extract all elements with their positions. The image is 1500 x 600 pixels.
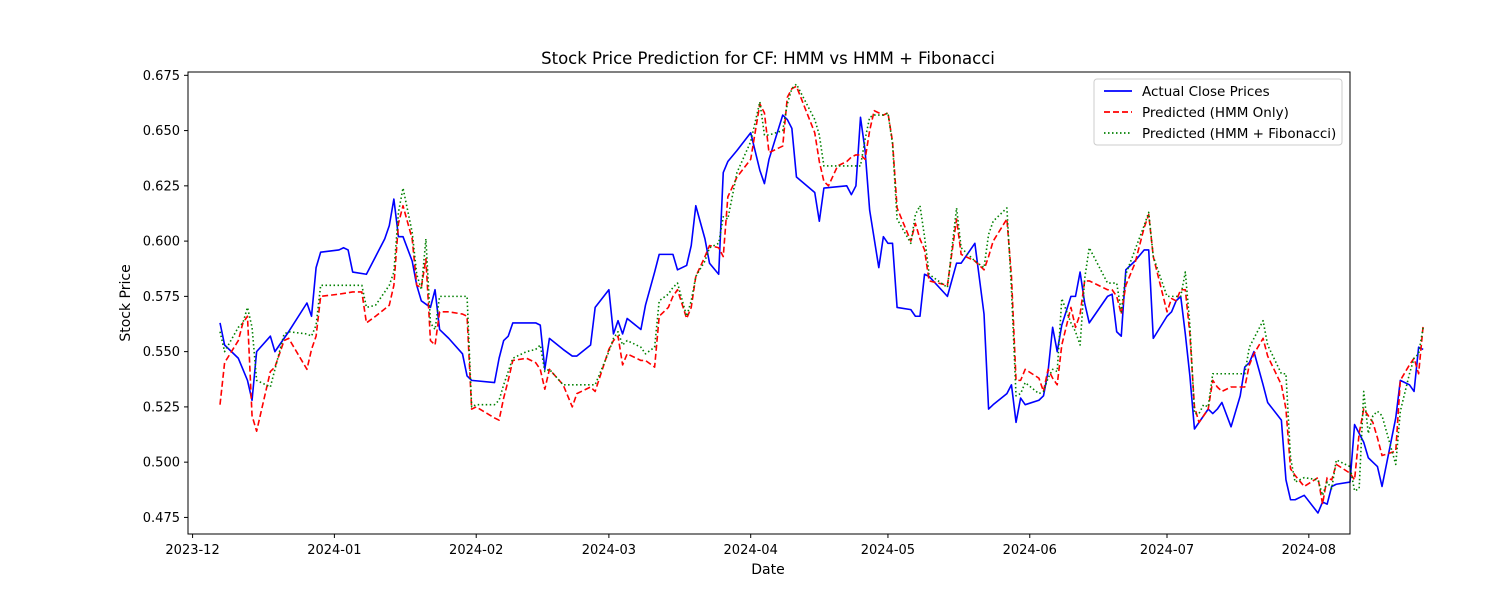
plot-area — [219, 83, 1424, 514]
x-tick-label: 2024-02 — [449, 543, 503, 558]
x-tick-label: 2024-05 — [861, 543, 915, 558]
y-axis-label: Stock Price — [118, 264, 134, 341]
y-tick-label: 0.575 — [143, 290, 180, 305]
y-tick-label: 0.525 — [143, 400, 180, 415]
legend: Actual Close Prices Predicted (HMM Only) P… — [1093, 78, 1343, 146]
legend-label-2: Predicted (HMM Only) — [1142, 105, 1289, 121]
x-tick-label: 2024-08 — [1282, 543, 1336, 558]
legend-label-1: Actual Close Prices — [1142, 84, 1270, 100]
series-line-3 — [219, 83, 1424, 497]
y-tick-label: 0.500 — [143, 456, 180, 471]
series-line-2 — [219, 85, 1424, 505]
legend-label-3: Predicted (HMM + Fibonacci) — [1142, 126, 1336, 142]
x-tick-label: 2024-01 — [307, 543, 361, 558]
series-line-1 — [219, 114, 1424, 514]
y-tick-label: 0.550 — [143, 345, 180, 360]
legend-box — [1093, 78, 1343, 146]
x-axis-label: Date — [751, 562, 784, 578]
x-tick-label: 2024-04 — [724, 543, 778, 558]
plot-frame — [187, 71, 1351, 535]
x-tick-label: 2024-06 — [1003, 543, 1057, 558]
x-tick-label: 2024-07 — [1140, 543, 1194, 558]
y-tick-label: 0.625 — [143, 179, 180, 194]
axes: 2023-12 2024-01 2024-02 2024-03 2024-04 2024-… — [143, 69, 1351, 558]
y-tick-label: 0.475 — [143, 511, 180, 526]
x-tick-label: 2023-12 — [165, 543, 219, 558]
y-tick-label: 0.650 — [143, 124, 180, 139]
x-tick-label: 2024-03 — [582, 543, 636, 558]
y-tick-label: 0.600 — [143, 235, 180, 250]
chart-title: Stock Price Prediction for CF: HMM vs HM… — [541, 49, 995, 68]
y-tick-label: 0.675 — [143, 69, 180, 84]
